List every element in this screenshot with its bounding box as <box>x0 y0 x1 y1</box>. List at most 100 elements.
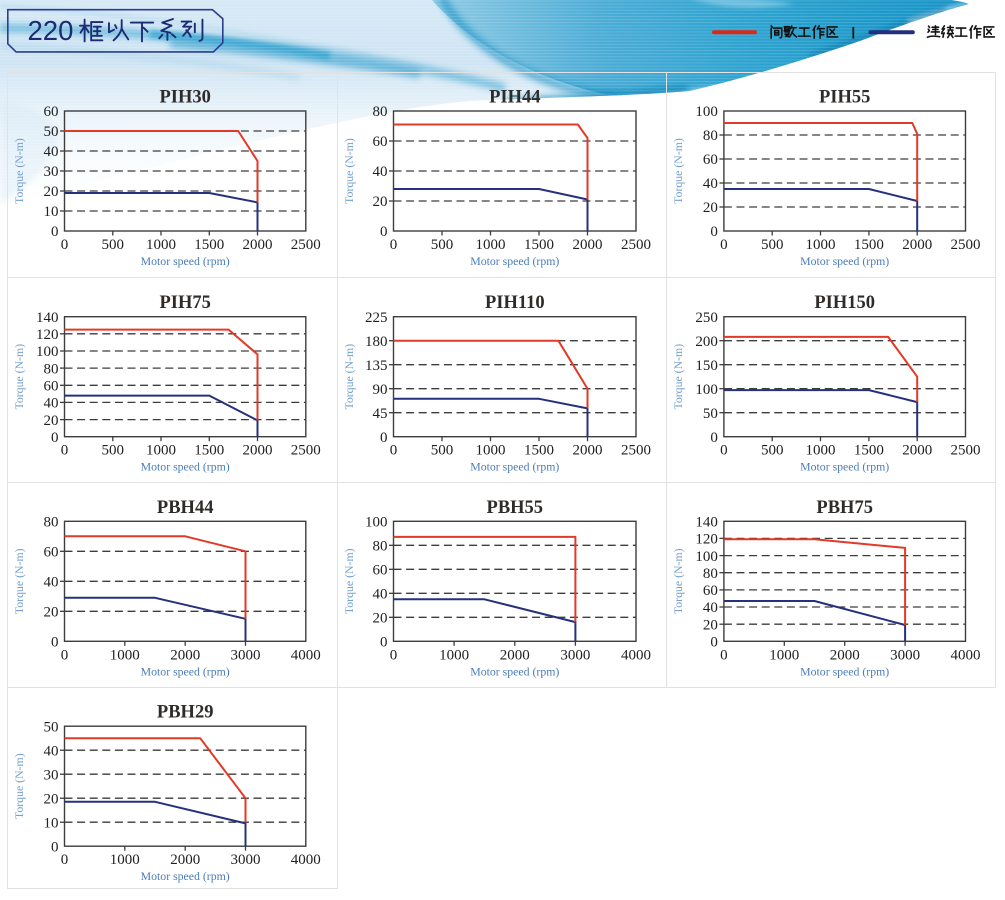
svg-text:2000: 2000 <box>170 647 200 663</box>
svg-text:80: 80 <box>373 104 388 120</box>
svg-text:1000: 1000 <box>146 237 176 253</box>
svg-text:Motor speed (rpm): Motor speed (rpm) <box>141 460 230 474</box>
svg-text:Torque (N-m): Torque (N-m) <box>12 344 26 410</box>
svg-text:1500: 1500 <box>854 443 884 459</box>
svg-text:2500: 2500 <box>951 443 981 459</box>
svg-text:20: 20 <box>703 200 718 216</box>
svg-text:0: 0 <box>61 852 69 868</box>
svg-text:2000: 2000 <box>830 647 860 663</box>
svg-text:100: 100 <box>365 515 388 531</box>
svg-text:80: 80 <box>44 515 59 531</box>
svg-text:2500: 2500 <box>291 443 321 459</box>
svg-text:135: 135 <box>365 358 388 374</box>
svg-text:50: 50 <box>44 719 59 735</box>
svg-text:180: 180 <box>365 334 388 350</box>
svg-text:2500: 2500 <box>621 237 651 253</box>
svg-text:40: 40 <box>44 575 59 591</box>
svg-text:500: 500 <box>102 237 125 253</box>
svg-text:Motor speed (rpm): Motor speed (rpm) <box>141 869 230 883</box>
svg-text:1000: 1000 <box>476 237 506 253</box>
svg-text:2000: 2000 <box>902 443 932 459</box>
svg-text:80: 80 <box>44 361 59 377</box>
svg-text:50: 50 <box>44 124 59 140</box>
svg-text:1000: 1000 <box>806 443 836 459</box>
svg-text:20: 20 <box>44 791 59 807</box>
svg-text:500: 500 <box>431 443 454 459</box>
svg-text:PIH30: PIH30 <box>160 88 211 108</box>
svg-text:0: 0 <box>720 237 728 253</box>
svg-text:0: 0 <box>61 237 69 253</box>
svg-text:PIH110: PIH110 <box>485 293 545 313</box>
svg-text:40: 40 <box>373 164 388 180</box>
svg-text:Motor speed (rpm): Motor speed (rpm) <box>141 254 230 268</box>
svg-text:100: 100 <box>695 104 718 120</box>
svg-text:60: 60 <box>703 583 718 599</box>
svg-text:100: 100 <box>36 344 59 360</box>
svg-text:Torque (N-m): Torque (N-m) <box>342 138 356 204</box>
svg-text:0: 0 <box>720 647 728 663</box>
svg-text:40: 40 <box>44 396 59 412</box>
svg-text:100: 100 <box>695 549 718 565</box>
svg-text:60: 60 <box>373 134 388 150</box>
svg-text:0: 0 <box>380 635 388 651</box>
svg-text:2000: 2000 <box>573 443 603 459</box>
svg-text:500: 500 <box>761 443 784 459</box>
svg-text:80: 80 <box>703 128 718 144</box>
svg-text:30: 30 <box>44 164 59 180</box>
svg-text:3000: 3000 <box>231 852 261 868</box>
svg-text:0: 0 <box>51 430 59 446</box>
svg-text:0: 0 <box>390 237 398 253</box>
svg-text:40: 40 <box>44 144 59 160</box>
svg-text:80: 80 <box>703 566 718 582</box>
svg-text:0: 0 <box>51 839 59 855</box>
svg-text:1000: 1000 <box>769 647 799 663</box>
svg-text:PBH44: PBH44 <box>157 498 214 518</box>
svg-text:1500: 1500 <box>194 443 224 459</box>
svg-text:0: 0 <box>710 430 718 446</box>
svg-text:140: 140 <box>695 515 718 531</box>
svg-text:Motor speed (rpm): Motor speed (rpm) <box>800 254 889 268</box>
svg-text:20: 20 <box>373 194 388 210</box>
svg-text:4000: 4000 <box>621 647 651 663</box>
svg-text:50: 50 <box>703 406 718 422</box>
svg-text:0: 0 <box>710 224 718 240</box>
svg-text:500: 500 <box>761 237 784 253</box>
svg-text:PIH55: PIH55 <box>819 88 870 108</box>
svg-text:2500: 2500 <box>951 237 981 253</box>
svg-text:100: 100 <box>695 382 718 398</box>
svg-text:20: 20 <box>44 184 59 200</box>
svg-text:1000: 1000 <box>476 443 506 459</box>
svg-text:40: 40 <box>373 587 388 603</box>
svg-text:Motor speed (rpm): Motor speed (rpm) <box>470 664 559 678</box>
svg-text:1500: 1500 <box>524 443 554 459</box>
svg-text:225: 225 <box>365 310 388 326</box>
svg-text:20: 20 <box>703 617 718 633</box>
svg-text:PIH75: PIH75 <box>160 293 211 313</box>
svg-text:Torque (N-m): Torque (N-m) <box>671 548 685 614</box>
svg-text:0: 0 <box>61 647 69 663</box>
svg-text:PIH150: PIH150 <box>814 293 875 313</box>
svg-text:60: 60 <box>703 152 718 168</box>
svg-text:60: 60 <box>44 545 59 561</box>
svg-text:1000: 1000 <box>110 647 140 663</box>
svg-text:220: 220 <box>28 15 74 46</box>
svg-text:Motor speed (rpm): Motor speed (rpm) <box>141 664 230 678</box>
svg-text:1000: 1000 <box>806 237 836 253</box>
svg-text:4000: 4000 <box>951 647 981 663</box>
svg-text:120: 120 <box>695 532 718 548</box>
svg-text:2000: 2000 <box>170 852 200 868</box>
svg-text:PBH29: PBH29 <box>157 703 214 723</box>
svg-text:Torque (N-m): Torque (N-m) <box>12 753 26 819</box>
svg-text:0: 0 <box>720 443 728 459</box>
svg-text:2000: 2000 <box>500 647 530 663</box>
svg-text:Torque (N-m): Torque (N-m) <box>342 548 356 614</box>
svg-text:120: 120 <box>36 327 59 343</box>
svg-text:2500: 2500 <box>291 237 321 253</box>
svg-text:PIH44: PIH44 <box>489 88 540 108</box>
svg-text:1500: 1500 <box>194 237 224 253</box>
svg-text:40: 40 <box>44 743 59 759</box>
svg-text:10: 10 <box>44 815 59 831</box>
svg-text:150: 150 <box>695 358 718 374</box>
svg-text:2000: 2000 <box>573 237 603 253</box>
svg-text:60: 60 <box>44 104 59 120</box>
